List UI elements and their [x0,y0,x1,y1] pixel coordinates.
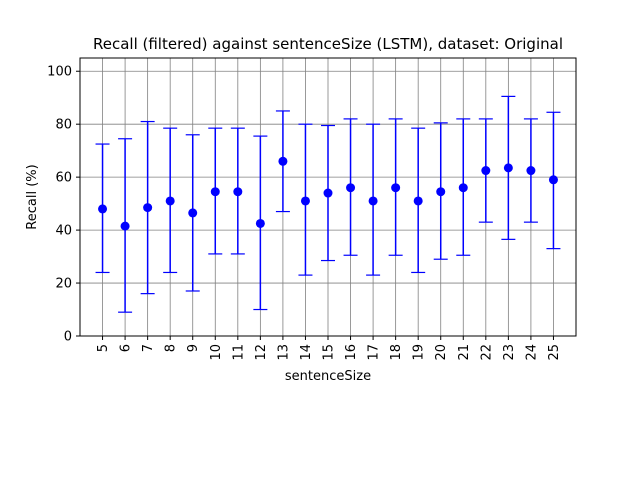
x-tick-label: 7 [141,344,156,352]
x-axis-ticks: 5 6 7 8 9 10 11 12 13 14 15 16 17 18 19 20 21 22 23 24 25 [96,336,562,361]
x-tick-label: 15 [322,344,337,361]
data-point [233,187,243,197]
x-tick-label: 5 [96,344,111,352]
x-tick-label: 18 [389,344,404,361]
data-point [413,196,423,206]
data-point [368,196,378,206]
data-point [391,183,401,193]
data-point [458,183,468,193]
x-tick-label: 24 [524,344,539,361]
x-tick-label: 13 [276,344,291,361]
chart-title: Recall (filtered) against sentenceSize (… [93,35,563,53]
data-point [210,187,220,197]
x-tick-label: 12 [254,344,269,361]
x-tick-label: 10 [209,344,224,361]
y-tick-label: 80 [55,118,72,133]
y-tick-label: 40 [55,224,72,239]
x-tick-label: 14 [299,344,314,361]
data-point [323,188,333,198]
y-tick-label: 0 [64,330,72,345]
x-tick-label: 23 [502,344,517,361]
y-tick-label: 20 [55,277,72,292]
x-tick-label: 11 [231,344,246,361]
data-point [143,203,153,213]
data-points [98,156,558,231]
x-tick-label: 8 [164,344,179,352]
data-point [346,183,356,193]
y-axis-ticks: 0 20 40 60 80 100 [47,65,80,345]
data-point [98,204,108,214]
y-tick-label: 100 [47,65,72,80]
data-point [255,218,265,228]
x-tick-label: 16 [344,344,359,361]
data-point [436,187,446,197]
x-axis-label: sentenceSize [285,369,371,384]
y-tick-label: 60 [55,171,72,186]
data-point [481,166,491,176]
data-point [120,221,130,231]
data-point [300,196,310,206]
data-point [188,208,198,218]
x-tick-label: 19 [412,344,427,361]
data-point [165,196,175,206]
data-point [548,175,558,185]
x-tick-label: 20 [434,344,449,361]
x-tick-label: 21 [457,344,472,361]
x-tick-label: 25 [547,344,562,361]
x-tick-label: 9 [186,344,201,352]
x-tick-label: 22 [479,344,494,361]
data-point [278,156,288,166]
data-point [503,163,513,173]
y-axis-label: Recall (%) [25,164,40,229]
x-tick-label: 6 [119,344,134,352]
data-point [526,166,536,176]
x-tick-label: 17 [367,344,382,361]
